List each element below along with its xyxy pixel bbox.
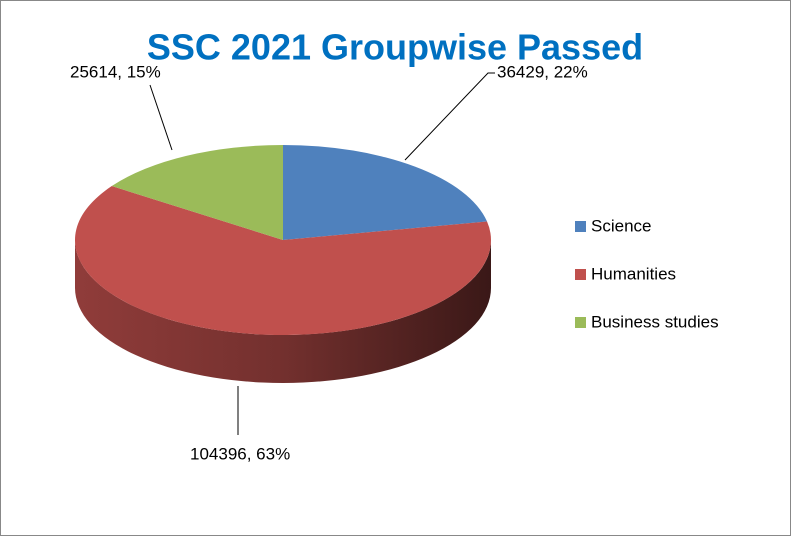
pie-slice xyxy=(111,145,283,240)
data-label: 25614, 15% xyxy=(70,62,161,81)
pie-side xyxy=(75,240,491,383)
legend-swatch xyxy=(575,317,586,328)
leader-line xyxy=(404,72,495,161)
data-label: 104396, 63% xyxy=(190,444,290,463)
legend-swatch xyxy=(575,221,586,232)
pie-slice xyxy=(283,145,488,240)
chart-title: SSC 2021 Groupwise Passed xyxy=(147,27,643,68)
leader-line xyxy=(149,84,173,151)
legend-label: Humanities xyxy=(591,264,676,283)
legend-swatch xyxy=(575,269,586,280)
legend-label: Science xyxy=(591,216,651,235)
legend-label: Business studies xyxy=(591,312,719,331)
data-label: 36429, 22% xyxy=(497,62,588,81)
pie-slice xyxy=(74,186,491,336)
